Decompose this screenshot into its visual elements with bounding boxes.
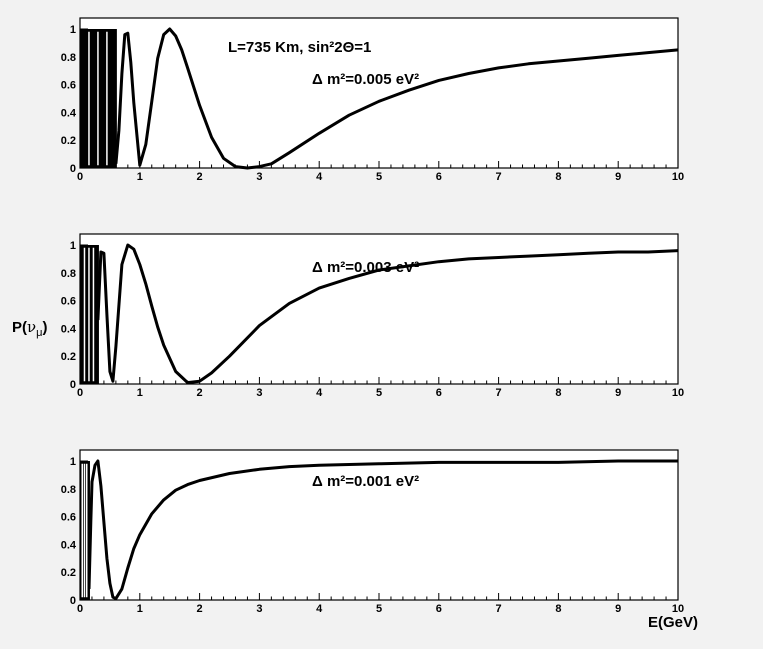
probability-curve [87, 459, 678, 601]
x-tick-label: 3 [256, 171, 262, 183]
y-tick-label: 0 [70, 595, 76, 607]
y-tick-label: 0.6 [61, 512, 76, 524]
x-tick-label: 0 [77, 603, 83, 615]
x-tick-label: 6 [436, 387, 442, 399]
panel-1: 0 1 2 3 4 5 6 7 8 9 10 0 0.2 0.4 0.6 0.8 1 L=735 Km, sin²… [61, 17, 684, 183]
x-tick-label: 8 [555, 171, 561, 183]
y-tick-label: 1 [70, 240, 76, 252]
x-tick-label: 10 [672, 171, 684, 183]
x-tick-label: 8 [555, 603, 561, 615]
annotation-main: L=735 Km, sin²2Θ=1 [228, 39, 371, 56]
x-tick-label: 7 [496, 603, 502, 615]
x-tick-label: 9 [615, 603, 621, 615]
x-tick-label: 3 [256, 387, 262, 399]
y-tick-label: 1 [70, 456, 76, 468]
x-tick-label: 9 [615, 171, 621, 183]
probability-curve [96, 243, 679, 385]
panel-3: 0 1 2 3 4 5 6 7 8 9 10 0 0.2 0.4 0.6 0.8 1 Δ m²=0.001 eV² [61, 449, 684, 615]
y-tick-label: 0.2 [61, 135, 76, 147]
x-tick-label: 5 [376, 387, 382, 399]
y-tick-label: 0.8 [61, 52, 76, 64]
plot-frame [79, 449, 679, 601]
y-tick-label: 0.6 [61, 80, 76, 92]
x-tick-label: 7 [496, 387, 502, 399]
x-tick-label: 3 [256, 603, 262, 615]
annotation-dm2: Δ m²=0.001 eV² [312, 473, 419, 490]
y-tick-label: 1 [70, 24, 76, 36]
y-tick-label: 0.4 [61, 107, 77, 119]
y-axis-label: P(νμ) [12, 318, 47, 339]
x-tick-label: 8 [555, 387, 561, 399]
x-tick-label: 5 [376, 603, 382, 615]
y-tick-label: 0.4 [61, 323, 77, 335]
x-tick-label: 2 [197, 171, 203, 183]
x-tick-label: 2 [197, 387, 203, 399]
probability-curve [114, 27, 679, 170]
y-tick-label: 0 [70, 163, 76, 175]
x-tick-label: 6 [436, 603, 442, 615]
y-tick-label: 0.8 [61, 268, 76, 280]
x-tick-label: 2 [197, 603, 203, 615]
annotation-dm2: Δ m²=0.005 eV² [312, 71, 419, 88]
x-tick-label: 10 [672, 603, 684, 615]
x-tick-label: 10 [672, 387, 684, 399]
x-tick-label: 0 [77, 387, 83, 399]
x-tick-label: 4 [316, 387, 323, 399]
y-tick-label: 0 [70, 379, 76, 391]
y-tick-label: 0.4 [61, 539, 77, 551]
x-tick-label: 0 [77, 171, 83, 183]
x-tick-label: 1 [137, 171, 143, 183]
x-axis-label: E(GeV) [648, 614, 698, 631]
y-tick-label: 0.6 [61, 296, 76, 308]
y-tick-label: 0.2 [61, 567, 76, 579]
x-tick-label: 7 [496, 171, 502, 183]
x-tick-label: 1 [137, 387, 143, 399]
panel-2: 0 1 2 3 4 5 6 7 8 9 10 0 0.2 0.4 0.6 0.8 1 Δ m²=0.003 eV² [61, 233, 684, 399]
x-tick-label: 4 [316, 603, 323, 615]
plot-frame [79, 17, 679, 169]
x-tick-label: 5 [376, 171, 382, 183]
x-tick-label: 9 [615, 387, 621, 399]
y-tick-label: 0.8 [61, 484, 76, 496]
x-tick-label: 4 [316, 171, 323, 183]
x-tick-label: 6 [436, 171, 442, 183]
annotation-dm2: Δ m²=0.003 eV² [312, 259, 419, 276]
y-tick-label: 0.2 [61, 351, 76, 363]
x-tick-label: 1 [137, 603, 143, 615]
